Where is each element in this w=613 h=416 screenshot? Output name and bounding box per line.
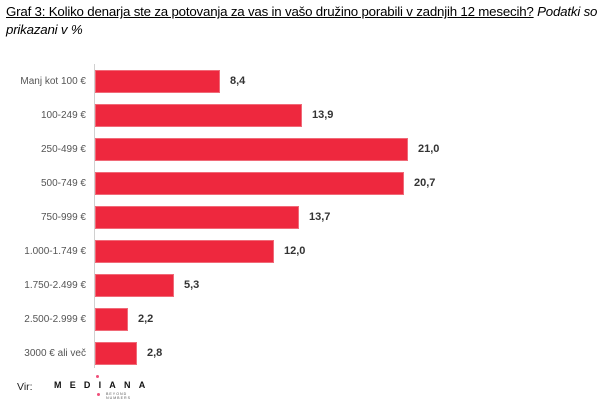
bar: [95, 274, 174, 297]
value-label: 13,7: [309, 211, 331, 223]
logo-tagline-2: NUMBERS: [106, 396, 131, 400]
bar: [95, 172, 404, 195]
bar: [95, 206, 299, 229]
value-label: 2,8: [147, 347, 163, 359]
bar-row: 3000 € ali več 2,8: [0, 342, 613, 365]
bar-row: 1.750-2.499 € 5,3: [0, 274, 613, 297]
logo-tagline-1: BEYOND: [106, 392, 128, 396]
bar: [95, 308, 128, 331]
y-axis-line: [94, 64, 95, 368]
category-label: 2.500-2.999 €: [24, 314, 86, 325]
bar: [95, 240, 274, 263]
chart-title: Graf 3: Koliko denarja ste za potovanja …: [6, 3, 611, 39]
logo-dot-bottom: [97, 393, 100, 396]
value-label: 8,4: [230, 75, 246, 87]
value-label: 12,0: [284, 245, 306, 257]
logo-tagline: BEYOND NUMBERS: [106, 392, 131, 400]
value-label: 13,9: [312, 109, 334, 121]
logo-wordmark: MEDIANA: [54, 380, 154, 390]
chart-title-note: Podatki so prikazani v %: [6, 4, 598, 37]
bar-row: 250-499 € 21,0: [0, 138, 613, 161]
category-label: 100-249 €: [40, 110, 86, 121]
mediana-logo: MEDIANA BEYOND NUMBERS: [54, 373, 149, 403]
value-label: 2,2: [138, 313, 154, 325]
category-label: 250-499 €: [40, 144, 86, 155]
category-label: 500-749 €: [40, 178, 86, 189]
category-label: 1.000-1.749 €: [24, 246, 86, 257]
logo-dot-top: [96, 375, 99, 378]
bar: [95, 138, 408, 161]
bar-row: Manj kot 100 € 8,4: [0, 70, 613, 93]
value-label: 5,3: [184, 279, 200, 291]
category-label: 750-999 €: [40, 212, 86, 223]
bar-row: 100-249 € 13,9: [0, 104, 613, 127]
category-label: 3000 € ali več: [24, 348, 86, 359]
bar: [95, 342, 137, 365]
bar-row: 1.000-1.749 € 12,0: [0, 240, 613, 263]
bar-row: 750-999 € 13,7: [0, 206, 613, 229]
category-label: 1.750-2.499 €: [24, 280, 86, 291]
bar-row: 500-749 € 20,7: [0, 172, 613, 195]
category-label: Manj kot 100 €: [20, 76, 86, 87]
bar-row: 2.500-2.999 € 2,2: [0, 308, 613, 331]
source-label: Vir:: [17, 381, 33, 393]
value-label: 21,0: [418, 143, 440, 155]
value-label: 20,7: [414, 177, 436, 189]
chart-title-question: Graf 3: Koliko denarja ste za potovanja …: [6, 4, 534, 19]
bar: [95, 70, 220, 93]
bar: [95, 104, 302, 127]
